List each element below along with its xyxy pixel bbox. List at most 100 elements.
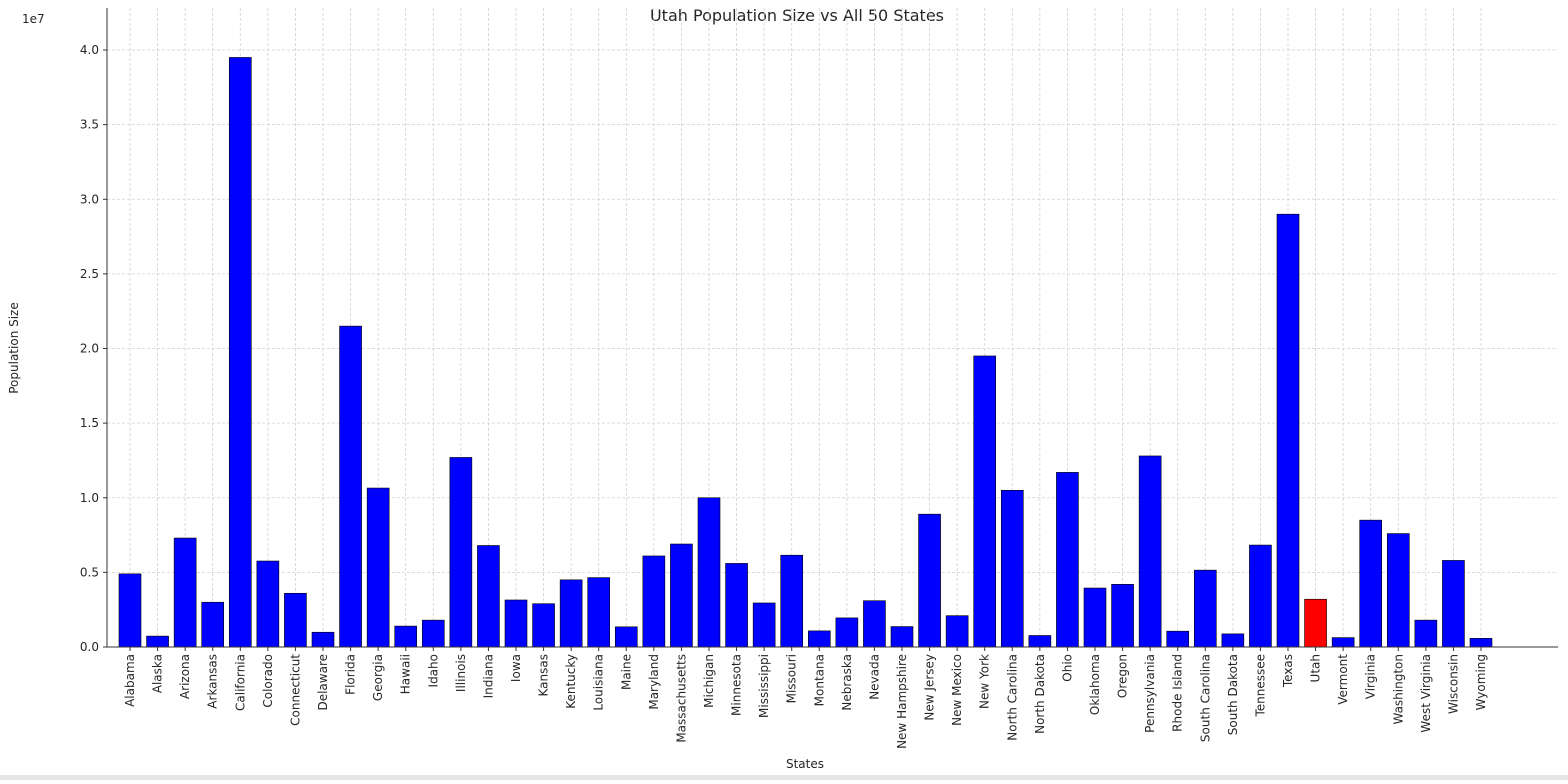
- bar-indiana: [477, 545, 500, 648]
- x-tick-label: New Hampshire: [895, 654, 909, 749]
- x-tick-label: Michigan: [702, 654, 716, 708]
- bar-florida: [339, 325, 362, 648]
- bar-new-jersey: [918, 513, 941, 648]
- x-tick-label: Virginia: [1364, 654, 1378, 699]
- x-tick-label: Washington: [1391, 654, 1405, 725]
- bar-colorado: [256, 560, 280, 648]
- bar-connecticut: [284, 592, 307, 648]
- y-tick-label: 2.5: [80, 267, 99, 281]
- x-tick-label: Mississippi: [757, 654, 771, 718]
- bar-ohio: [1056, 472, 1079, 648]
- x-tick-label: Louisiana: [592, 654, 606, 711]
- bar-texas: [1276, 213, 1300, 648]
- x-tick-label: New Jersey: [923, 654, 937, 721]
- x-tick-label: North Carolina: [1005, 654, 1019, 741]
- bar-arkansas: [201, 601, 225, 648]
- x-tick-label: Oregon: [1116, 654, 1130, 698]
- y-tick-label: 4.0: [80, 43, 99, 57]
- x-tick-label: Utah: [1309, 654, 1323, 682]
- chart-title: Utah Population Size vs All 50 States: [650, 6, 944, 25]
- y-tick-label: 3.0: [80, 192, 99, 206]
- bar-rhode-island: [1166, 630, 1190, 648]
- bar-wisconsin: [1442, 560, 1465, 648]
- bar-idaho: [421, 619, 445, 648]
- bar-new-mexico: [945, 615, 969, 648]
- bar-kentucky: [559, 579, 583, 648]
- bar-utah: [1304, 598, 1327, 648]
- bar-iowa: [504, 599, 528, 648]
- x-tick-label: Arizona: [178, 654, 192, 699]
- bar-south-carolina: [1193, 569, 1217, 648]
- x-tick-label: Vermont: [1336, 654, 1350, 705]
- x-tick-label: South Dakota: [1226, 654, 1240, 735]
- bar-washington: [1386, 533, 1410, 648]
- bar-maine: [614, 626, 638, 648]
- x-tick-label: Connecticut: [288, 654, 302, 726]
- bar-massachusetts: [670, 543, 693, 648]
- bar-new-hampshire: [890, 626, 914, 648]
- bottom-border: [0, 775, 1568, 780]
- x-tick-label: Kentucky: [564, 654, 578, 709]
- bar-nebraska: [835, 617, 859, 648]
- bar-north-dakota: [1028, 635, 1052, 648]
- bar-louisiana: [587, 577, 611, 648]
- x-tick-label: Indiana: [481, 654, 495, 698]
- x-tick-label: Alabama: [123, 654, 137, 707]
- x-tick-label: Idaho: [426, 654, 440, 687]
- x-tick-label: Arkansas: [206, 654, 220, 709]
- x-axis-label: States: [786, 757, 824, 771]
- x-tick-label: Wyoming: [1474, 654, 1488, 710]
- y-tick-label: 1.5: [80, 416, 99, 430]
- x-tick-label: Florida: [344, 654, 358, 695]
- x-tick-label: Delaware: [316, 654, 330, 711]
- x-tick-label: Kansas: [537, 654, 551, 696]
- x-tick-label: Pennsylvania: [1143, 654, 1157, 733]
- x-tick-label: Georgia: [371, 654, 385, 701]
- bar-new-york: [973, 355, 997, 648]
- y-tick-label: 1.0: [80, 491, 99, 505]
- x-tick-label: Rhode Island: [1171, 654, 1185, 732]
- y-offset-label: 1e7: [22, 12, 45, 26]
- bar-illinois: [449, 457, 473, 648]
- bar-arizona: [173, 537, 197, 648]
- bar-maryland: [642, 555, 666, 648]
- x-tick-label: Nebraska: [840, 654, 854, 711]
- x-tick-label: Iowa: [509, 654, 523, 682]
- bar-south-dakota: [1221, 633, 1245, 648]
- bar-montana: [807, 630, 831, 648]
- bar-west-virginia: [1414, 619, 1438, 648]
- bar-virginia: [1359, 519, 1383, 648]
- bar-tennessee: [1249, 544, 1272, 648]
- bar-wyoming: [1469, 638, 1493, 648]
- x-tick-label: Maryland: [647, 654, 661, 710]
- y-tick-label: 2.0: [80, 342, 99, 356]
- x-tick-label: West Virginia: [1419, 654, 1433, 733]
- bar-alabama: [118, 573, 142, 648]
- bar-nevada: [863, 600, 886, 648]
- x-tick-label: Colorado: [261, 654, 275, 708]
- bar-north-carolina: [1000, 489, 1024, 648]
- bar-alaska: [146, 635, 169, 648]
- x-tick-label: Maine: [619, 654, 633, 690]
- x-tick-label: Ohio: [1060, 654, 1074, 682]
- bar-mississippi: [752, 602, 776, 648]
- bar-california: [228, 57, 252, 648]
- x-tick-label: Minnesota: [730, 654, 744, 716]
- x-tick-label: Texas: [1281, 654, 1295, 688]
- x-tick-label: Nevada: [867, 654, 881, 700]
- x-tick-label: South Carolina: [1198, 654, 1212, 742]
- bar-kansas: [532, 603, 555, 648]
- x-tick-label: New Mexico: [950, 654, 964, 726]
- x-tick-label: Tennessee: [1253, 654, 1267, 718]
- bar-minnesota: [725, 563, 748, 648]
- x-tick-label: Wisconsin: [1446, 654, 1460, 714]
- y-tick-label: 0.5: [80, 565, 99, 579]
- bar-hawaii: [394, 625, 418, 648]
- bar-michigan: [697, 497, 721, 648]
- bar-oregon: [1111, 584, 1134, 648]
- x-tick-label: California: [233, 654, 247, 711]
- x-tick-label: New York: [978, 654, 992, 709]
- x-tick-label: Alaska: [151, 654, 165, 693]
- bar-missouri: [780, 554, 804, 648]
- bar-georgia: [366, 487, 390, 648]
